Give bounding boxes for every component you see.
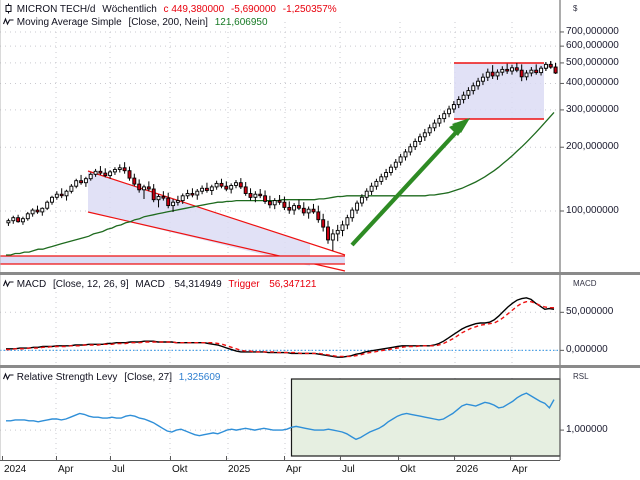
price-tick-label: 300,000000	[566, 103, 619, 115]
moving-average-legend[interactable]: Moving Average Simple [Close, 200, Nein]…	[3, 16, 268, 28]
price-tick-label: 400,000000	[566, 77, 619, 89]
price-plot	[0, 0, 564, 272]
x-axis-tick	[170, 456, 171, 460]
ma-params: [Close, 200, Nein]	[128, 17, 208, 28]
price-panel: MICRON TECH/d Wöchentlich c 449,380000 -…	[0, 0, 578, 272]
x-axis-tick	[2, 456, 3, 460]
x-axis-tick-label: Apr	[512, 464, 528, 475]
x-axis-tick	[226, 456, 227, 460]
x-axis: 2024 Apr Jul Okt 2025 Apr Jul Okt 2026 Apr	[0, 456, 640, 480]
x-axis-tick-label: 2025	[228, 464, 251, 475]
macd-legend[interactable]: MACD [Close, 12, 26, 9] MACD 54,314949 T…	[3, 278, 316, 290]
macd-axis-unit: MACD	[573, 279, 597, 288]
price-tick-label: 100,000000	[566, 204, 619, 216]
x-axis-tick	[110, 456, 111, 460]
price-tick-label: 500,000000	[566, 56, 619, 68]
panel-separator-1	[0, 272, 640, 275]
x-axis-tick-label: Jul	[112, 464, 125, 475]
x-axis-tick	[454, 456, 455, 460]
x-axis-tick-label: Jul	[342, 464, 355, 475]
ma-value: 121,606950	[214, 17, 268, 28]
macd-value-label: MACD	[135, 279, 165, 290]
close-prefix: c	[163, 4, 169, 15]
rsl-tick-label: 1,000000	[566, 424, 608, 436]
x-axis-tick	[510, 456, 511, 460]
wave-icon	[3, 371, 14, 381]
x-axis-tick-label: Okt	[400, 464, 416, 475]
rsl-axis-unit: RSL	[573, 372, 589, 381]
x-axis-line	[0, 460, 560, 461]
wave-icon	[3, 278, 14, 288]
panel-separator-2	[0, 365, 640, 368]
rsl-value: 1,325609	[178, 372, 221, 383]
instrument-name: MICRON TECH/d	[16, 4, 96, 15]
wave-icon	[3, 16, 14, 26]
rsl-legend[interactable]: Relative Strength Levy [Close, 27] 1,325…	[3, 371, 221, 383]
candlestick-icon	[3, 3, 14, 14]
x-axis-tick	[340, 456, 341, 460]
instrument-legend[interactable]: MICRON TECH/d Wöchentlich c 449,380000 -…	[3, 3, 337, 15]
macd-tick-label: 0,000000	[566, 344, 608, 356]
x-axis-tick-label: 2024	[4, 464, 27, 475]
macd-panel: MACD [Close, 12, 26, 9] MACD 54,314949 T…	[0, 275, 640, 365]
change-absolute: -5,690000	[230, 4, 276, 15]
x-axis-tick	[284, 456, 285, 460]
macd-tick-label: 50,000000	[566, 306, 614, 318]
macd-trigger-label: Trigger	[228, 279, 260, 290]
macd-trigger-value: 56,347121	[269, 279, 317, 290]
close-value: 449,380000	[171, 4, 225, 15]
macd-name: MACD	[16, 279, 47, 290]
x-axis-tick-label: 2026	[456, 464, 479, 475]
rsl-panel: Relative Strength Levy [Close, 27] 1,325…	[0, 368, 640, 460]
price-tick-label: 700,000000	[566, 25, 619, 37]
price-tick-label: 200,000000	[566, 141, 619, 153]
ma-name: Moving Average Simple	[16, 17, 122, 28]
rsl-plot	[0, 368, 640, 460]
price-tick-label: 600,000000	[566, 40, 619, 52]
x-axis-tick-label: Apr	[286, 464, 302, 475]
rsl-name: Relative Strength Levy	[16, 372, 118, 383]
change-percent: -1,250357%	[282, 4, 337, 15]
instrument-interval: Wöchentlich	[102, 4, 157, 15]
x-axis-tick	[398, 456, 399, 460]
price-axis-unit: $	[573, 4, 578, 13]
macd-params: [Close, 12, 26, 9]	[53, 279, 129, 290]
macd-plot	[0, 275, 640, 365]
x-axis-tick-label: Apr	[58, 464, 74, 475]
macd-value: 54,314949	[174, 279, 222, 290]
x-axis-tick	[56, 456, 57, 460]
x-axis-tick-label: Okt	[172, 464, 188, 475]
rsl-params: [Close, 27]	[124, 372, 172, 383]
